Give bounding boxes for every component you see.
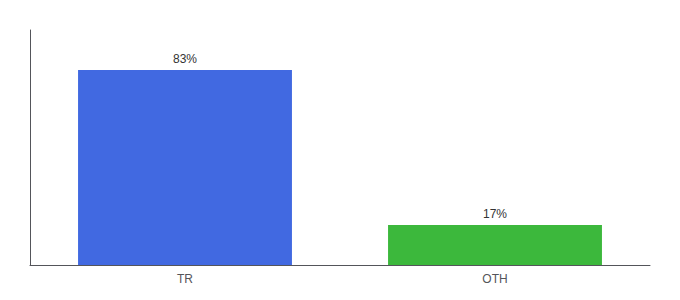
- svg-text:TR: TR: [177, 272, 193, 286]
- svg-text:17%: 17%: [483, 207, 507, 221]
- svg-text:83%: 83%: [173, 52, 197, 66]
- svg-text:OTH: OTH: [482, 272, 507, 286]
